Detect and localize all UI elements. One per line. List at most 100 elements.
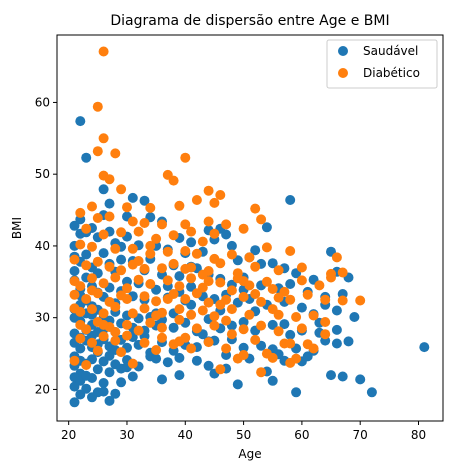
data-point (157, 322, 167, 333)
data-point (174, 336, 185, 347)
data-point (139, 337, 150, 348)
data-point (122, 283, 132, 294)
data-point (203, 216, 214, 227)
data-point (174, 304, 185, 315)
data-point (256, 214, 267, 225)
data-point (302, 289, 313, 300)
data-point (191, 355, 202, 366)
data-point (168, 258, 179, 269)
data-point (191, 323, 202, 334)
data-point (285, 246, 296, 256)
data-point (186, 309, 197, 320)
data-point (261, 222, 272, 233)
data-point (110, 327, 121, 337)
data-point (110, 148, 121, 159)
data-point (296, 302, 307, 313)
data-point (197, 305, 208, 316)
data-point (75, 239, 86, 250)
data-point (197, 236, 208, 247)
data-point (273, 292, 284, 303)
data-point (337, 295, 348, 306)
data-point (81, 152, 92, 163)
data-point (203, 297, 214, 308)
data-point (104, 261, 115, 272)
data-point (296, 323, 307, 334)
data-point (261, 276, 272, 287)
data-point (69, 266, 80, 276)
data-point (75, 333, 86, 344)
data-point (174, 281, 185, 292)
data-point (285, 279, 296, 289)
y-tick-label: 30 (35, 311, 50, 325)
data-point (145, 317, 156, 328)
x-tick-label: 30 (119, 428, 134, 442)
data-point (116, 265, 127, 276)
data-point (139, 263, 150, 274)
data-point (191, 288, 202, 299)
data-point (98, 308, 109, 319)
data-point (209, 197, 220, 208)
data-point (209, 311, 220, 322)
data-point (162, 275, 173, 286)
data-point (104, 198, 115, 209)
data-point (337, 267, 348, 278)
data-point (331, 338, 342, 349)
data-point (127, 358, 138, 369)
data-point (226, 240, 237, 251)
data-point (238, 324, 249, 335)
data-point (180, 294, 191, 304)
data-point (69, 220, 80, 231)
data-point (145, 279, 156, 289)
data-point (291, 312, 302, 322)
data-point (267, 375, 278, 386)
data-point (157, 332, 167, 343)
data-point (116, 184, 127, 195)
data-point (81, 324, 92, 335)
data-point (151, 345, 162, 355)
y-tick-label: 40 (35, 239, 50, 253)
data-point (162, 294, 173, 304)
data-point (110, 388, 121, 399)
data-point (320, 294, 331, 305)
x-tick-label: 60 (294, 428, 309, 442)
data-point (209, 253, 220, 264)
data-point (326, 370, 336, 381)
data-point (215, 190, 226, 200)
data-point (250, 334, 261, 345)
data-point (92, 101, 103, 112)
data-point (127, 243, 138, 254)
data-point (69, 254, 80, 265)
plot-area-frame (56, 34, 444, 422)
data-point (162, 357, 173, 368)
data-point (203, 276, 214, 287)
x-tick-label: 80 (411, 428, 426, 442)
data-point (285, 294, 296, 305)
data-point (238, 276, 249, 287)
legend-label-diabetico: Diabético (363, 66, 420, 80)
data-point (98, 248, 109, 259)
data-point (98, 278, 109, 289)
data-point (92, 256, 103, 267)
data-point (127, 371, 138, 382)
data-point (267, 284, 278, 294)
data-point (75, 207, 86, 218)
data-point (98, 319, 109, 330)
data-point (331, 305, 342, 316)
data-point (273, 309, 284, 320)
data-point (110, 335, 121, 346)
data-point (168, 322, 179, 333)
data-point (139, 195, 150, 206)
data-point (203, 185, 214, 196)
data-point (168, 175, 179, 186)
data-point (314, 280, 325, 291)
legend-label-saudavel: Saudável (363, 44, 418, 58)
y-tick-label: 60 (35, 95, 50, 109)
data-point (273, 326, 284, 337)
data-point (81, 260, 92, 271)
data-point (151, 296, 162, 307)
data-point (261, 242, 272, 253)
data-point (98, 184, 109, 195)
data-point (98, 386, 109, 397)
data-point (279, 319, 290, 330)
data-point (92, 364, 103, 375)
